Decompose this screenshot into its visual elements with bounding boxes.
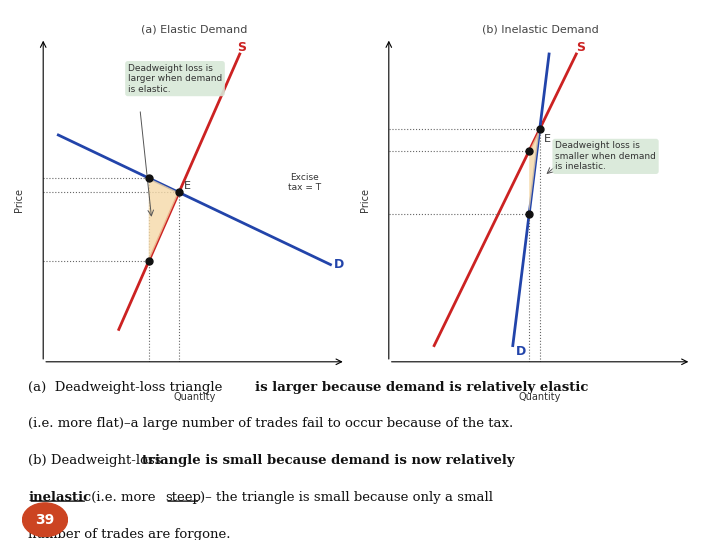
Text: Deadweight loss is
smaller when demand
is inelastic.: Deadweight loss is smaller when demand i… [555, 141, 656, 171]
Text: Excise
tax = T: Excise tax = T [287, 173, 320, 192]
Text: Quantity: Quantity [174, 393, 215, 402]
Text: S: S [237, 40, 246, 54]
Text: 39: 39 [35, 513, 55, 526]
Text: (i.e. more flat)–a large number of trades fail to occur because of the tax.: (i.e. more flat)–a large number of trade… [28, 417, 513, 430]
Text: E: E [184, 181, 191, 191]
Text: number of trades are forgone.: number of trades are forgone. [28, 528, 231, 540]
Text: Quantity: Quantity [519, 393, 561, 402]
Text: triangle is small because demand is now relatively: triangle is small because demand is now … [142, 454, 515, 467]
Text: steep: steep [165, 491, 201, 504]
Text: S: S [576, 40, 585, 54]
Text: D: D [333, 258, 343, 271]
Text: (a)  Deadweight-loss triangle: (a) Deadweight-loss triangle [28, 381, 227, 394]
Text: E: E [544, 134, 552, 144]
Circle shape [22, 503, 68, 537]
Text: Price: Price [359, 188, 369, 212]
Text: (b) Deadweight-loss: (b) Deadweight-loss [28, 454, 166, 467]
Text: inelastic: inelastic [28, 491, 91, 504]
Text: (i.e. more: (i.e. more [87, 491, 160, 504]
Text: )– the triangle is small because only a small: )– the triangle is small because only a … [200, 491, 493, 504]
Polygon shape [149, 178, 179, 261]
Text: Deadweight loss is
larger when demand
is elastic.: Deadweight loss is larger when demand is… [128, 64, 222, 93]
Title: (b) Inelastic Demand: (b) Inelastic Demand [482, 24, 598, 34]
Text: is larger because demand is relatively elastic: is larger because demand is relatively e… [255, 381, 588, 394]
Title: (a) Elastic Demand: (a) Elastic Demand [141, 24, 248, 34]
Text: D: D [516, 345, 526, 359]
Polygon shape [529, 129, 540, 214]
Text: Price: Price [14, 188, 24, 212]
